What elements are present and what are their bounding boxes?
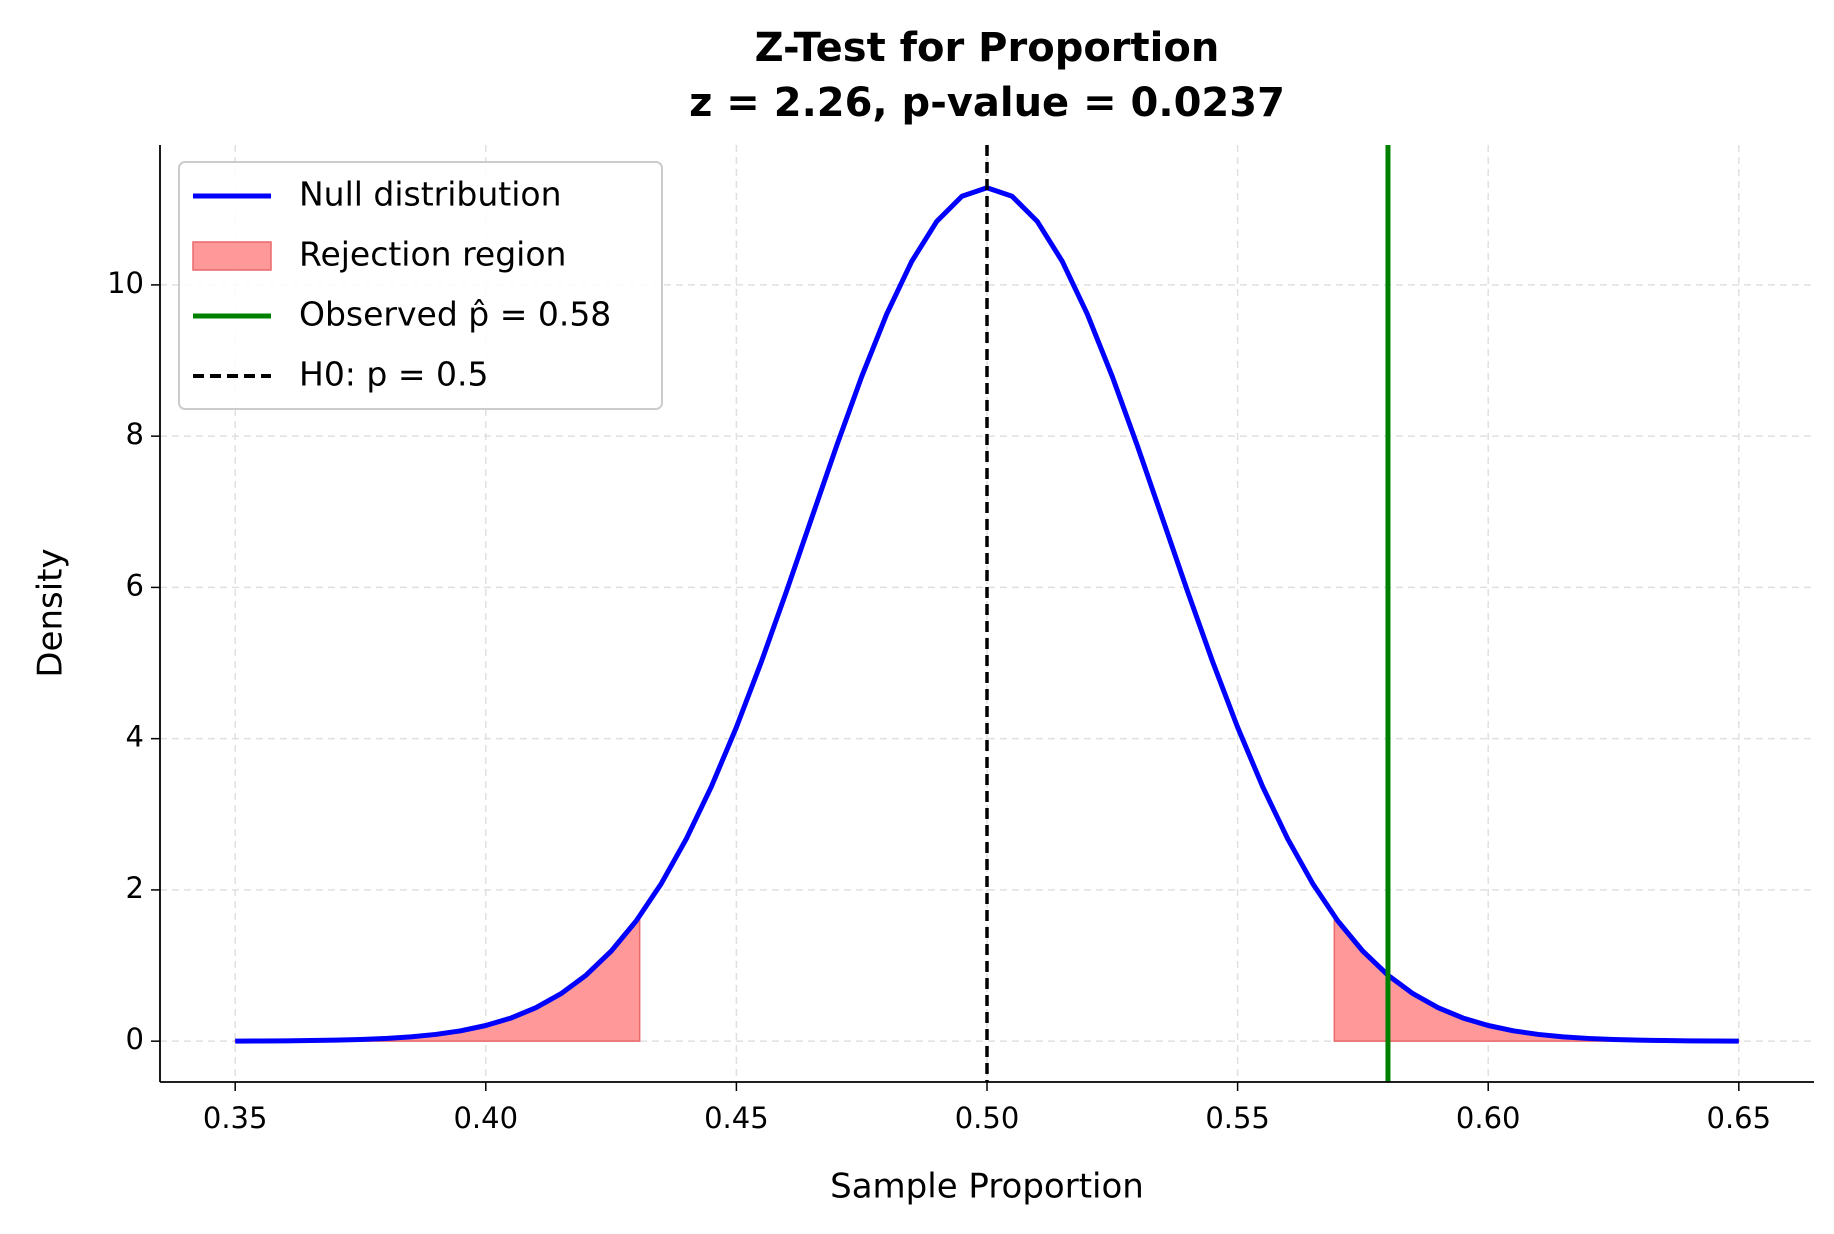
- legend-label: Rejection region: [299, 235, 566, 274]
- legend-frame: [178, 161, 663, 410]
- y-tick-label: 0: [126, 1022, 144, 1056]
- x-tick-label: 0.50: [955, 1101, 1020, 1135]
- x-tick-label: 0.35: [203, 1101, 268, 1135]
- chart-subtitle: z = 2.26, p-value = 0.0237: [689, 80, 1285, 126]
- x-tick-label: 0.45: [704, 1101, 769, 1135]
- legend: Null distribution Rejection region Observe…: [178, 161, 663, 410]
- x-axis-label: Sample Proportion: [830, 1167, 1144, 1207]
- y-tick-label: 2: [126, 871, 144, 905]
- x-tick-label: 0.65: [1707, 1101, 1772, 1135]
- legend-label: Null distribution: [299, 175, 562, 214]
- legend-label: H0: p = 0.5: [299, 355, 488, 394]
- x-tick-label: 0.40: [453, 1101, 518, 1135]
- legend-label: Observed p̂ = 0.58: [299, 295, 611, 334]
- chart-title: Z-Test for Proportion: [755, 25, 1220, 71]
- y-tick-label: 10: [107, 266, 144, 300]
- y-tick-label: 6: [126, 568, 144, 602]
- x-tick-label: 0.60: [1456, 1101, 1521, 1135]
- legend-swatch: [192, 241, 272, 271]
- x-tick-label: 0.55: [1205, 1101, 1270, 1135]
- y-axis-label: Density: [31, 548, 71, 677]
- y-tick-label: 8: [126, 417, 144, 451]
- y-tick-label: 4: [126, 720, 144, 754]
